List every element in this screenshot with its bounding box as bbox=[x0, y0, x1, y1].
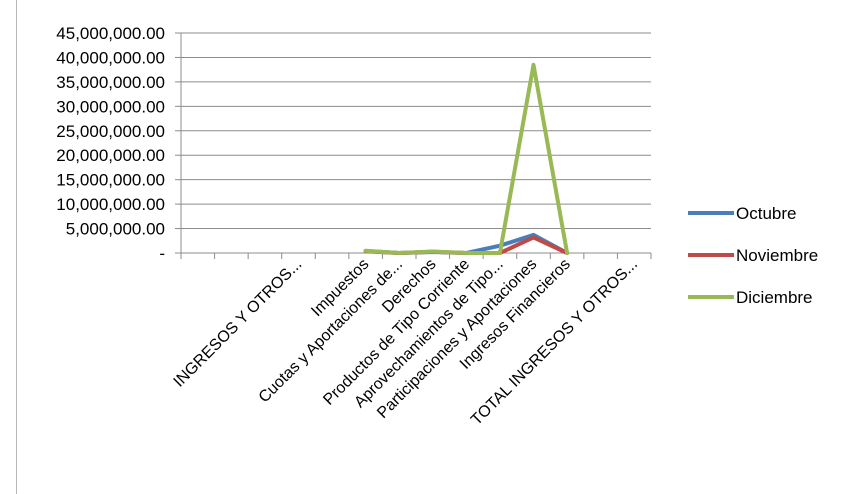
y-tick-label: 15,000,000.00 bbox=[56, 171, 165, 190]
y-tick-label: 10,000,000.00 bbox=[56, 195, 165, 214]
gridlines bbox=[181, 32, 651, 230]
y-tick-label: 45,000,000.00 bbox=[56, 24, 165, 43]
y-tick-label: 5,000,000.00 bbox=[66, 220, 165, 239]
series-line-noviembre bbox=[363, 235, 570, 255]
y-tick-label: 30,000,000.00 bbox=[56, 97, 165, 116]
legend-label: Noviembre bbox=[736, 246, 818, 265]
y-tick-label: 40,000,000.00 bbox=[56, 48, 165, 67]
legend-label: Diciembre bbox=[736, 288, 813, 307]
y-tick-label: - bbox=[159, 244, 165, 263]
legend-label: Octubre bbox=[736, 204, 796, 223]
series-lines bbox=[363, 62, 570, 255]
legend: Octubre Noviembre Diciembre bbox=[688, 204, 818, 307]
y-tick-label: 20,000,000.00 bbox=[56, 146, 165, 165]
series-line-diciembre bbox=[363, 62, 570, 255]
y-tick-label: 35,000,000.00 bbox=[56, 73, 165, 92]
y-tick-label: 25,000,000.00 bbox=[56, 122, 165, 141]
y-tick-labels: 45,000,000.00 40,000,000.00 35,000,000.00 3… bbox=[56, 24, 165, 263]
axes bbox=[175, 32, 652, 259]
